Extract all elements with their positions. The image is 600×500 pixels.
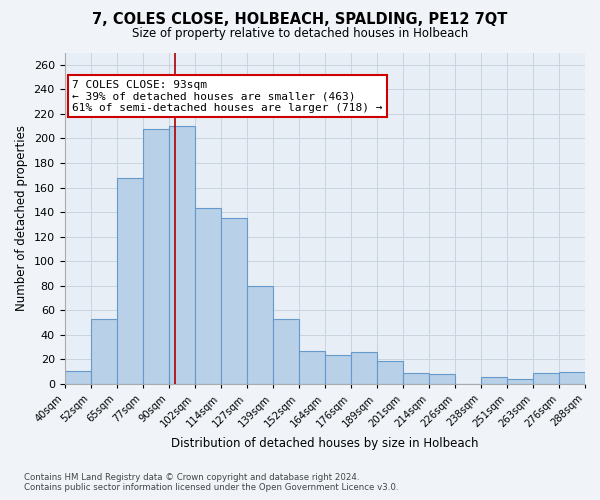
Bar <box>143 128 169 384</box>
Text: Contains HM Land Registry data © Crown copyright and database right 2024.
Contai: Contains HM Land Registry data © Crown c… <box>24 473 398 492</box>
Bar <box>403 373 429 384</box>
Bar <box>325 354 351 384</box>
Bar <box>221 218 247 384</box>
Text: 7, COLES CLOSE, HOLBEACH, SPALDING, PE12 7QT: 7, COLES CLOSE, HOLBEACH, SPALDING, PE12… <box>92 12 508 28</box>
Bar <box>116 178 143 384</box>
Y-axis label: Number of detached properties: Number of detached properties <box>15 126 28 312</box>
Bar <box>91 319 116 384</box>
Bar <box>247 286 273 384</box>
Bar <box>481 376 507 384</box>
Bar <box>533 373 559 384</box>
Text: 7 COLES CLOSE: 93sqm
← 39% of detached houses are smaller (463)
61% of semi-deta: 7 COLES CLOSE: 93sqm ← 39% of detached h… <box>73 80 383 112</box>
Bar <box>194 208 221 384</box>
Bar <box>169 126 194 384</box>
Bar <box>65 370 91 384</box>
X-axis label: Distribution of detached houses by size in Holbeach: Distribution of detached houses by size … <box>171 437 479 450</box>
Bar <box>429 374 455 384</box>
Bar <box>299 351 325 384</box>
Bar <box>559 372 585 384</box>
Bar <box>507 379 533 384</box>
Bar <box>273 319 299 384</box>
Bar <box>377 360 403 384</box>
Text: Size of property relative to detached houses in Holbeach: Size of property relative to detached ho… <box>132 28 468 40</box>
Bar <box>351 352 377 384</box>
